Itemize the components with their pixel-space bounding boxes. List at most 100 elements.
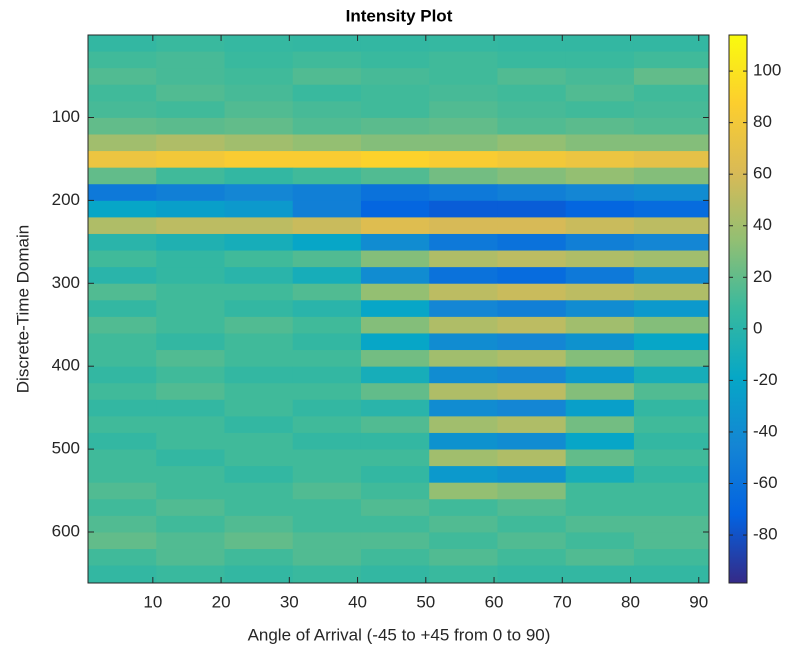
heatmap-cell [497, 84, 567, 102]
heatmap-cell [156, 35, 225, 53]
heatmap-cell [633, 565, 710, 584]
heatmap-cell [633, 333, 710, 351]
heatmap-cell [633, 250, 710, 268]
heatmap-cell [497, 151, 567, 169]
heatmap-cell [633, 134, 710, 152]
heatmap-cell [429, 466, 498, 484]
heatmap-cell [633, 184, 710, 202]
x-tick-label: 10 [143, 592, 162, 611]
heatmap-cell [88, 200, 157, 218]
heatmap-cell [429, 167, 498, 185]
heatmap-cell [360, 184, 430, 202]
heatmap-cell [292, 151, 362, 169]
heatmap-cell [429, 383, 498, 401]
heatmap-cell [292, 482, 362, 500]
heatmap-cell [360, 350, 430, 368]
heatmap-cell [224, 101, 294, 119]
heatmap-cell [88, 35, 157, 53]
heatmap-cell [156, 515, 225, 533]
heatmap-cell [360, 200, 430, 218]
colorbar-tick-label: -20 [753, 370, 778, 389]
heatmap-cell [429, 151, 498, 169]
heatmap-cell [497, 350, 567, 368]
heatmap-cell [156, 101, 225, 119]
heatmap-cell [224, 499, 294, 517]
heatmap-cell [565, 383, 635, 401]
heatmap-cell [429, 565, 498, 584]
heatmap-cell [497, 383, 567, 401]
heatmap-cell [633, 233, 710, 252]
heatmap-cell [497, 316, 567, 334]
heatmap-cell [88, 250, 157, 268]
heatmap-cell [565, 549, 635, 567]
heatmap-cell [88, 117, 157, 135]
heatmap-cell [497, 482, 567, 500]
heatmap-cell [88, 68, 157, 86]
heatmap-cell [292, 200, 362, 218]
heatmap-cell [565, 482, 635, 500]
heatmap-cell [88, 565, 157, 584]
heatmap-cell [565, 84, 635, 102]
heatmap-cell [156, 350, 225, 368]
heatmap-cell [156, 117, 225, 135]
heatmap-cell [224, 283, 294, 301]
heatmap-cell [429, 35, 498, 53]
heatmap-cell [156, 233, 225, 252]
heatmap-cell [497, 134, 567, 152]
heatmap-cell [429, 117, 498, 135]
heatmap-cell [88, 366, 157, 384]
heatmap-cell [565, 217, 635, 235]
heatmap-cell [565, 399, 635, 417]
heatmap-cell [360, 499, 430, 517]
heatmap-cell [497, 532, 567, 550]
heatmap-cell [565, 184, 635, 202]
heatmap-cell [633, 267, 710, 285]
heatmap-cell [156, 151, 225, 169]
heatmap-cell [429, 416, 498, 434]
heatmap-cell [633, 449, 710, 467]
heatmap-cell [429, 200, 498, 218]
heatmap-cell [88, 515, 157, 533]
heatmap-cell [224, 449, 294, 467]
heatmap-cell [224, 432, 294, 451]
heatmap-cell [88, 101, 157, 119]
heatmap-cell [633, 117, 710, 135]
heatmap-cell [156, 51, 225, 69]
heatmap-cell [565, 68, 635, 86]
heatmap-cell [497, 184, 567, 202]
heatmap-cell [633, 217, 710, 235]
y-tick-label: 300 [52, 273, 80, 292]
heatmap-cell [565, 350, 635, 368]
heatmap-cell [88, 416, 157, 434]
heatmap-cell [565, 134, 635, 152]
heatmap-cell [224, 466, 294, 484]
heatmap-cell [429, 449, 498, 467]
heatmap-cell [292, 532, 362, 550]
heatmap-cell [292, 51, 362, 69]
heatmap-cell [156, 499, 225, 517]
heatmap-cell [497, 35, 567, 53]
heatmap-cell [224, 549, 294, 567]
heatmap-cell [360, 267, 430, 285]
heatmap-cell [292, 68, 362, 86]
heatmap-cell [429, 267, 498, 285]
heatmap-cell [497, 416, 567, 434]
heatmap-cell [292, 217, 362, 235]
heatmap-cell [88, 333, 157, 351]
x-tick-label: 70 [553, 592, 572, 611]
heatmap-cell [224, 84, 294, 102]
heatmap-cell [292, 515, 362, 533]
heatmap-cell [497, 399, 567, 417]
heatmap-cell [224, 184, 294, 202]
heatmap-cell [224, 267, 294, 285]
heatmap-cell [156, 250, 225, 268]
heatmap-cell [565, 449, 635, 467]
heatmap-cell [156, 399, 225, 417]
heatmap-cell [292, 250, 362, 268]
heatmap-cell [565, 316, 635, 334]
heatmap-cell [497, 250, 567, 268]
heatmap-cell [633, 167, 710, 185]
heatmap-cell [565, 333, 635, 351]
heatmap-cell [633, 499, 710, 517]
heatmap-cell [360, 84, 430, 102]
